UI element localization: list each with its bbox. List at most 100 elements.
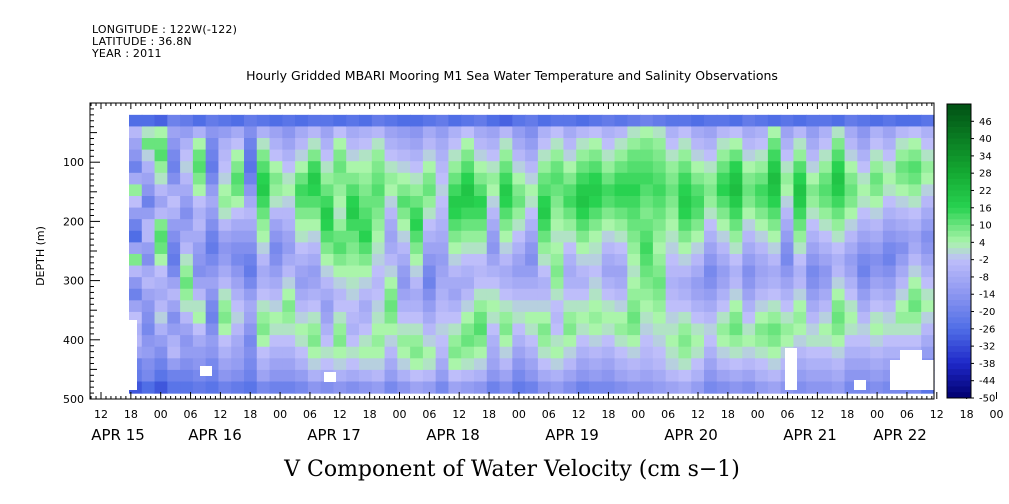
heatmap-cell bbox=[461, 311, 475, 325]
heatmap-cell bbox=[844, 126, 858, 139]
heatmap-cell bbox=[678, 114, 692, 128]
heatmap-cell bbox=[563, 219, 577, 232]
heatmap-cell bbox=[512, 219, 526, 232]
heatmap-cell bbox=[333, 195, 347, 209]
heatmap-cell bbox=[371, 277, 386, 290]
heatmap-cell bbox=[882, 335, 897, 348]
heatmap-cell bbox=[269, 300, 283, 313]
heatmap-cell bbox=[384, 172, 398, 185]
heatmap-cell bbox=[537, 288, 552, 301]
heatmap-cell bbox=[882, 311, 897, 325]
heatmap-cell bbox=[870, 230, 884, 243]
heatmap-cell bbox=[371, 184, 386, 197]
heatmap-cell bbox=[576, 172, 590, 185]
heatmap-cell bbox=[486, 253, 501, 267]
heatmap-cell bbox=[269, 253, 283, 267]
heatmap-cell bbox=[320, 346, 335, 359]
heatmap-cell bbox=[691, 242, 705, 255]
heatmap-cell bbox=[550, 195, 565, 209]
heatmap-cell bbox=[589, 265, 603, 278]
heatmap-cell bbox=[806, 149, 820, 162]
heatmap-cell bbox=[640, 195, 654, 209]
heatmap-cell bbox=[550, 311, 565, 325]
heatmap-cell bbox=[167, 149, 181, 162]
heatmap-cell bbox=[576, 161, 590, 174]
heatmap-cell bbox=[742, 288, 756, 301]
heatmap-cell bbox=[205, 161, 220, 174]
heatmap-cell bbox=[844, 288, 858, 301]
heatmap-cell bbox=[141, 277, 156, 290]
colorbar-band bbox=[947, 167, 971, 174]
heatmap-cell bbox=[550, 138, 565, 151]
heatmap-cell bbox=[371, 149, 386, 162]
heatmap-cell bbox=[742, 369, 756, 383]
heatmap-cell bbox=[755, 242, 769, 255]
heatmap-cell bbox=[205, 253, 220, 267]
heatmap-cell bbox=[831, 114, 846, 128]
heatmap-cell bbox=[474, 335, 488, 348]
heatmap-cell bbox=[704, 300, 718, 313]
heatmap-cell bbox=[397, 126, 411, 139]
heatmap-cell bbox=[435, 219, 450, 232]
heatmap-cell bbox=[410, 311, 424, 325]
heatmap-cell bbox=[512, 253, 526, 267]
heatmap-cell bbox=[244, 300, 258, 313]
heatmap-cell bbox=[448, 172, 462, 185]
heatmap-cell bbox=[307, 369, 322, 383]
colorbar-band bbox=[947, 178, 971, 186]
heatmap-cell bbox=[499, 138, 513, 151]
heatmap-cell bbox=[295, 230, 309, 243]
heatmap-cell bbox=[461, 195, 475, 209]
heatmap-cell bbox=[882, 126, 897, 139]
heatmap-cell bbox=[844, 323, 858, 336]
heatmap-cell bbox=[767, 300, 782, 313]
heatmap-cell bbox=[269, 311, 283, 325]
heatmap-cell bbox=[895, 230, 910, 243]
heatmap-cell bbox=[371, 335, 386, 348]
heatmap-cell bbox=[282, 300, 296, 313]
heatmap-cell bbox=[499, 161, 513, 174]
heatmap-cell bbox=[921, 242, 935, 255]
heatmap-cell bbox=[576, 114, 590, 128]
heatmap-cell bbox=[307, 300, 322, 313]
heatmap-cell bbox=[755, 126, 769, 139]
heatmap-cell bbox=[435, 265, 450, 278]
colorbar-label: 22 bbox=[979, 186, 992, 197]
heatmap-cell bbox=[729, 207, 743, 220]
heatmap-cell bbox=[652, 195, 667, 209]
heatmap-cell bbox=[346, 195, 360, 209]
heatmap-cell bbox=[256, 369, 271, 383]
heatmap-cell bbox=[397, 242, 411, 255]
heatmap-cell bbox=[767, 381, 782, 394]
heatmap-cell bbox=[397, 195, 411, 209]
heatmap-cell bbox=[269, 161, 283, 174]
colorbar-label: 46 bbox=[979, 117, 992, 128]
heatmap-cell bbox=[410, 126, 424, 139]
heatmap-cell bbox=[129, 242, 143, 255]
heatmap-cell bbox=[844, 219, 858, 232]
heatmap-cell bbox=[831, 219, 846, 232]
heatmap-cell bbox=[282, 126, 296, 139]
heatmap-cell bbox=[256, 288, 271, 301]
heatmap-cell bbox=[205, 323, 220, 336]
heatmap-cell bbox=[589, 323, 603, 336]
heatmap-cell bbox=[499, 149, 513, 162]
heatmap-cell bbox=[857, 161, 871, 174]
heatmap-cell bbox=[742, 253, 756, 267]
heatmap-cell bbox=[831, 277, 846, 290]
heatmap-cell bbox=[333, 172, 347, 185]
heatmap-cell bbox=[205, 381, 220, 394]
heatmap-cell bbox=[537, 114, 552, 128]
heatmap-cell bbox=[346, 242, 360, 255]
heatmap-cell bbox=[474, 265, 488, 278]
heatmap-cell bbox=[282, 346, 296, 359]
heatmap-cell bbox=[537, 265, 552, 278]
heatmap-cell bbox=[870, 184, 884, 197]
colorbar-band bbox=[947, 248, 971, 255]
heatmap-cell bbox=[410, 114, 424, 128]
heatmap-cell bbox=[333, 126, 347, 139]
heatmap-cell bbox=[755, 114, 769, 128]
heatmap-cell bbox=[320, 161, 335, 174]
heatmap-cell bbox=[767, 126, 782, 139]
heatmap-cell bbox=[589, 288, 603, 301]
